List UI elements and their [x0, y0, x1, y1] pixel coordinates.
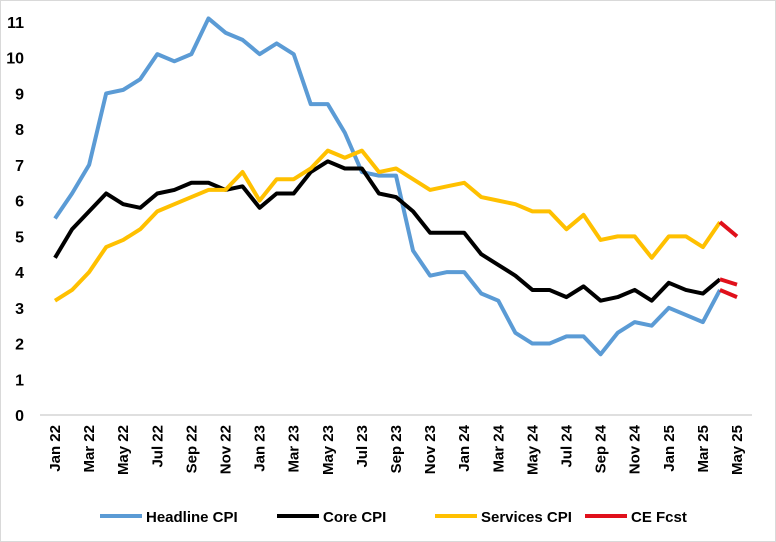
y-tick-label: 1 [15, 372, 24, 389]
x-tick-label: May 24 [524, 424, 541, 475]
core-cpi-series-line [53, 159, 722, 303]
x-tick-label: Mar 23 [286, 425, 303, 473]
x-tick-label: Nov 24 [627, 424, 644, 474]
y-tick-label: 0 [15, 408, 24, 425]
x-tick-label: Jan 23 [252, 425, 269, 472]
x-axis-tick-labels: Jan 22 Mar 22 May 22 Jul 22 Sep 22 Nov 22 Jan … [47, 424, 746, 475]
headline-cpi-legend-label: Headline CPI [146, 509, 238, 526]
y-tick-label: 2 [15, 337, 24, 354]
x-tick-label: May 22 [115, 425, 132, 475]
ce-fcst-forecast-segment [719, 288, 738, 299]
x-tick-label: May 23 [320, 425, 337, 475]
y-tick-label: 11 [7, 15, 24, 32]
ce-fcst-forecast-segment [718, 220, 739, 238]
services-cpi-series-line [53, 148, 722, 303]
y-tick-label: 4 [15, 265, 24, 282]
y-tick-label: 9 [15, 86, 24, 103]
y-tick-label: 10 [6, 51, 24, 68]
series-layer [53, 16, 739, 357]
x-tick-label: Jan 24 [456, 424, 473, 471]
legend: Headline CPI Core CPI Services CPI CE Fcst [100, 509, 687, 526]
x-tick-label: Jul 22 [149, 425, 166, 468]
x-tick-label: Jul 23 [354, 425, 371, 468]
x-tick-label: Mar 22 [81, 425, 98, 473]
x-tick-label: Mar 25 [695, 425, 712, 473]
ce-fcst-forecast-segment [719, 277, 738, 287]
y-tick-label: 7 [15, 158, 24, 175]
ce-fcst-legend-label: CE Fcst [631, 509, 687, 526]
core-cpi-legend-label: Core CPI [323, 509, 386, 526]
x-tick-label: Sep 23 [388, 425, 405, 473]
y-tick-label: 6 [15, 194, 24, 211]
x-tick-label: Sep 24 [593, 424, 610, 473]
x-tick-label: Nov 22 [218, 425, 235, 474]
x-tick-label: Nov 23 [422, 425, 439, 474]
x-tick-label: Jan 25 [661, 425, 678, 472]
x-tick-label: Jan 22 [47, 425, 64, 472]
y-tick-label: 3 [15, 301, 24, 318]
x-tick-label: Sep 22 [183, 425, 200, 473]
headline-cpi-series-line [53, 16, 722, 357]
y-axis-tick-labels: 0 1 2 3 4 5 6 7 8 9 10 11 [6, 15, 24, 425]
x-tick-label: Mar 24 [490, 424, 507, 472]
services-cpi-legend-label: Services CPI [481, 509, 572, 526]
x-tick-label: May 25 [729, 425, 746, 475]
x-tick-label: Jul 24 [559, 424, 576, 467]
y-tick-label: 8 [15, 122, 24, 139]
y-tick-label: 5 [15, 229, 24, 246]
